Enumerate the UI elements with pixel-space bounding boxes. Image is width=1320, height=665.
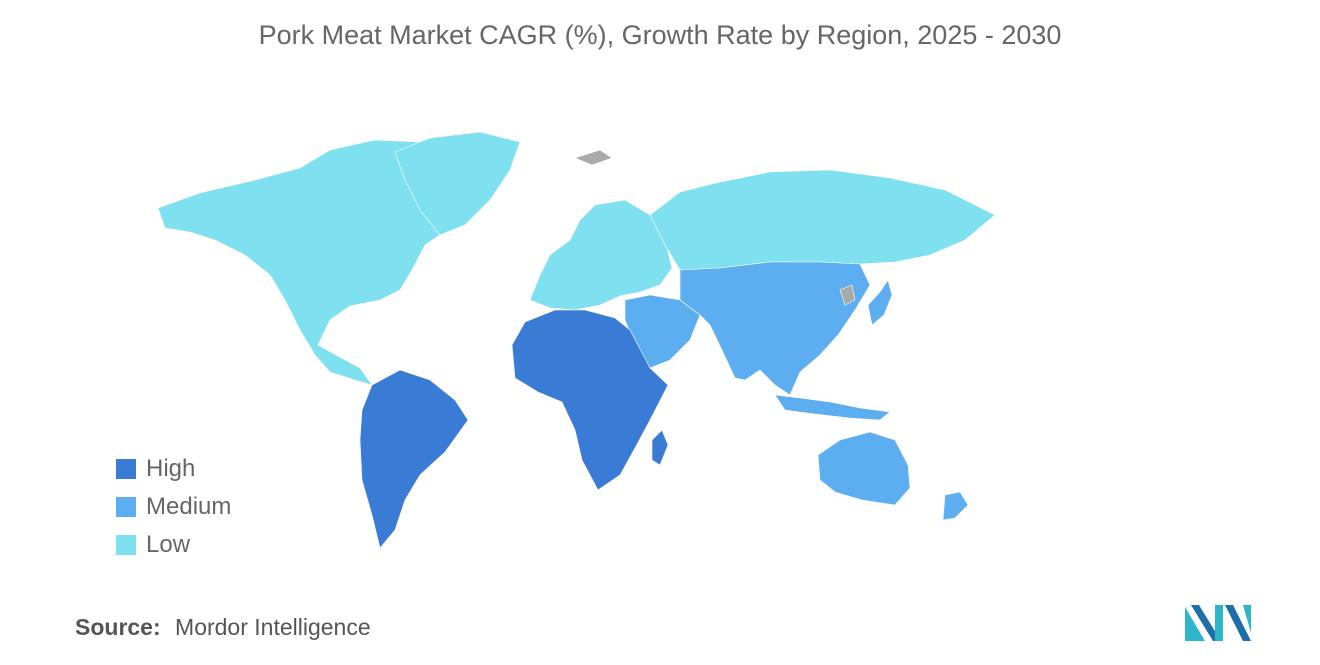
map-legend: High Medium Low [116,450,231,564]
source-value: Mordor Intelligence [175,614,371,640]
legend-label-low: Low [146,531,191,558]
region-russia [649,169,996,271]
legend-swatch-low [116,535,136,555]
region-japan [867,279,893,326]
region-africa [511,309,669,491]
legend-item-low: Low [116,526,231,564]
region-south-america [359,369,469,549]
legend-item-medium: Medium [116,488,231,526]
region-southeast-asia-islands [774,394,891,421]
legend-swatch-high [116,459,136,479]
region-no-data-svalbard [574,149,613,166]
region-greenland [394,131,521,236]
source-line: Source: Mordor Intelligence [75,614,371,641]
legend-label-high: High [146,455,196,482]
region-madagascar [651,429,669,466]
mordor-intelligence-logo-icon [1185,605,1251,641]
legend-swatch-medium [116,497,136,517]
chart-title: Pork Meat Market CAGR (%), Growth Rate b… [258,20,1062,50]
legend-label-medium: Medium [146,493,232,520]
region-north-america [157,139,471,386]
legend-item-high: High [116,450,231,488]
region-no-data-korea [839,284,856,306]
region-new-zealand [942,491,969,521]
region-australia [817,431,911,506]
region-asia [679,261,871,396]
source-label: Source: [75,614,161,640]
